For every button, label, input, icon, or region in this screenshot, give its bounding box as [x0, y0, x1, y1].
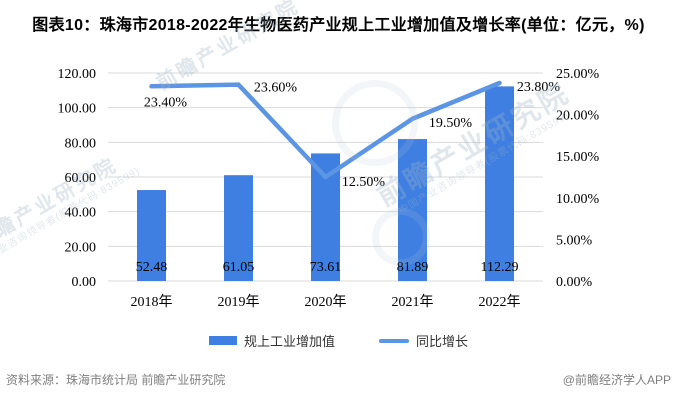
footer: 资料来源：珠海市统计局 前瞻产业研究院 @前瞻经济学人APP	[0, 371, 677, 388]
left-axis-tick-label: 20.00	[65, 240, 97, 255]
source-text: 资料来源：珠海市统计局 前瞻产业研究院	[6, 373, 226, 387]
bar-series-swatch	[208, 336, 237, 345]
line-value-label: 23.60%	[254, 81, 298, 96]
legend-item-line: 同比增长	[379, 331, 468, 350]
right-axis-tick-label: 25.00%	[556, 67, 600, 82]
x-axis-category-label: 2018年	[131, 294, 173, 310]
bar-value-label: 73.61	[310, 260, 342, 275]
bar	[137, 190, 166, 281]
credit-text: @前瞻经济学人APP	[562, 373, 671, 387]
line-value-label: 23.40%	[144, 95, 188, 110]
left-axis-tick-label: 40.00	[65, 206, 97, 221]
line-value-label: 19.50%	[429, 116, 473, 131]
legend-label-line: 同比增长	[416, 334, 469, 349]
bar-value-label: 52.48	[136, 260, 168, 275]
bar-value-label: 81.89	[397, 260, 429, 275]
bar	[224, 175, 253, 281]
line-series-swatch	[379, 338, 409, 343]
x-axis-category-label: 2020年	[305, 294, 347, 310]
x-axis-category-label: 2022年	[479, 294, 521, 310]
right-axis-tick-label: 20.00%	[556, 109, 600, 124]
right-axis-tick-label: 15.00%	[556, 150, 600, 165]
right-axis-tick-label: 10.00%	[556, 192, 600, 207]
line-value-label: 12.50%	[342, 175, 386, 190]
right-axis-tick-label: 5.00%	[556, 233, 593, 248]
left-axis-tick-label: 100.00	[58, 102, 97, 117]
growth-line	[149, 80, 502, 180]
legend-label-bar: 规上工业增加值	[243, 334, 335, 349]
left-axis-tick-label: 0.00	[72, 275, 97, 290]
right-axis-tick-label: 0.00%	[556, 275, 593, 290]
left-axis-tick-label: 120.00	[58, 67, 97, 82]
x-axis-category-label: 2019年	[218, 294, 260, 310]
left-axis-tick-label: 80.00	[65, 136, 97, 151]
chart-title: 图表10：珠海市2018-2022年生物医药产业规上工业增加值及增长率(单位：亿…	[32, 17, 645, 34]
line-value-label: 23.80%	[517, 80, 561, 95]
legend: 规上工业增加值 同比增长	[0, 331, 677, 350]
bar	[485, 86, 514, 281]
left-axis-tick-label: 60.00	[65, 171, 97, 186]
bar-value-label: 112.29	[481, 260, 519, 275]
bar-value-label: 61.05	[223, 260, 255, 275]
x-axis-category-label: 2021年	[392, 294, 434, 310]
bar	[398, 139, 427, 281]
legend-item-bar: 规上工业增加值	[208, 331, 335, 350]
